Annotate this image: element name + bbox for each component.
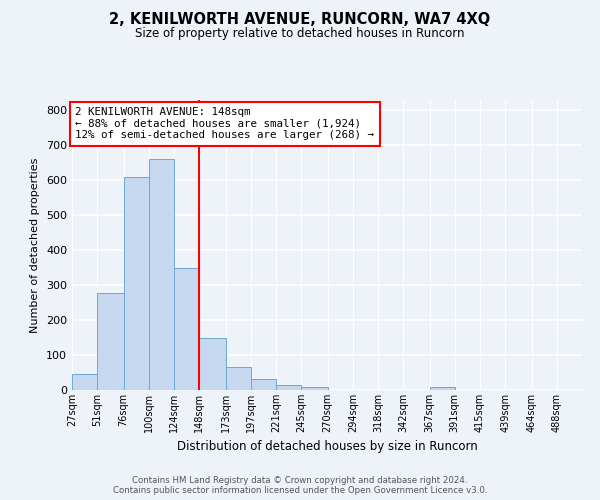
Bar [124, 177, 149, 390]
Bar [97, 293, 124, 390]
Bar [301, 387, 328, 390]
Bar [149, 160, 174, 390]
Bar [226, 368, 251, 390]
Text: 2 KENILWORTH AVENUE: 148sqm
← 88% of detached houses are smaller (1,924)
12% of : 2 KENILWORTH AVENUE: 148sqm ← 88% of det… [75, 107, 374, 140]
X-axis label: Distribution of detached houses by size in Runcorn: Distribution of detached houses by size … [176, 440, 478, 454]
Bar [72, 374, 97, 390]
Bar [199, 338, 226, 390]
Bar [174, 268, 199, 390]
Bar [430, 387, 455, 390]
Text: Size of property relative to detached houses in Runcorn: Size of property relative to detached ho… [135, 28, 465, 40]
Text: Contains HM Land Registry data © Crown copyright and database right 2024.
Contai: Contains HM Land Registry data © Crown c… [113, 476, 487, 495]
Bar [251, 379, 276, 390]
Bar [276, 385, 301, 390]
Text: 2, KENILWORTH AVENUE, RUNCORN, WA7 4XQ: 2, KENILWORTH AVENUE, RUNCORN, WA7 4XQ [109, 12, 491, 28]
Y-axis label: Number of detached properties: Number of detached properties [31, 158, 40, 332]
